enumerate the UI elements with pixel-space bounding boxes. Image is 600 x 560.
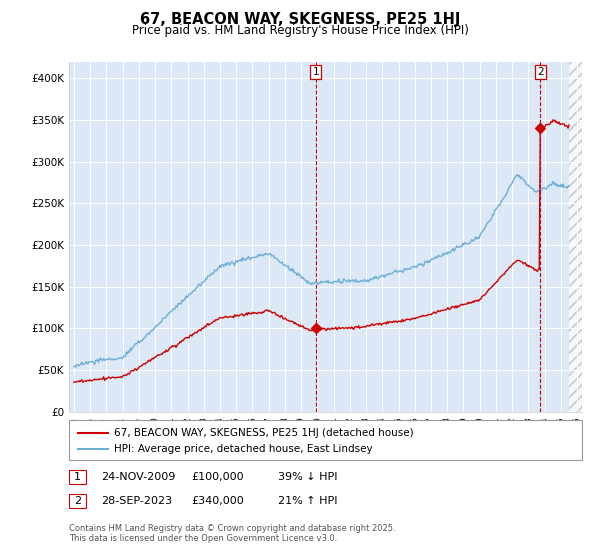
Text: £340,000: £340,000 <box>191 496 244 506</box>
Text: 28-SEP-2023: 28-SEP-2023 <box>101 496 172 506</box>
Text: Contains HM Land Registry data © Crown copyright and database right 2025.
This d: Contains HM Land Registry data © Crown c… <box>69 524 395 543</box>
Text: 1: 1 <box>313 67 319 77</box>
Text: HPI: Average price, detached house, East Lindsey: HPI: Average price, detached house, East… <box>114 444 373 454</box>
Bar <box>569 62 585 412</box>
Text: 39% ↓ HPI: 39% ↓ HPI <box>278 472 337 482</box>
Bar <box>569 62 585 412</box>
Text: 2: 2 <box>537 67 544 77</box>
Text: 67, BEACON WAY, SKEGNESS, PE25 1HJ: 67, BEACON WAY, SKEGNESS, PE25 1HJ <box>140 12 460 27</box>
Text: 2: 2 <box>74 496 81 506</box>
Text: £100,000: £100,000 <box>191 472 244 482</box>
Text: Price paid vs. HM Land Registry's House Price Index (HPI): Price paid vs. HM Land Registry's House … <box>131 24 469 37</box>
Text: 24-NOV-2009: 24-NOV-2009 <box>101 472 175 482</box>
Text: 21% ↑ HPI: 21% ↑ HPI <box>278 496 337 506</box>
Text: 67, BEACON WAY, SKEGNESS, PE25 1HJ (detached house): 67, BEACON WAY, SKEGNESS, PE25 1HJ (deta… <box>114 428 413 438</box>
Text: 1: 1 <box>74 472 81 482</box>
